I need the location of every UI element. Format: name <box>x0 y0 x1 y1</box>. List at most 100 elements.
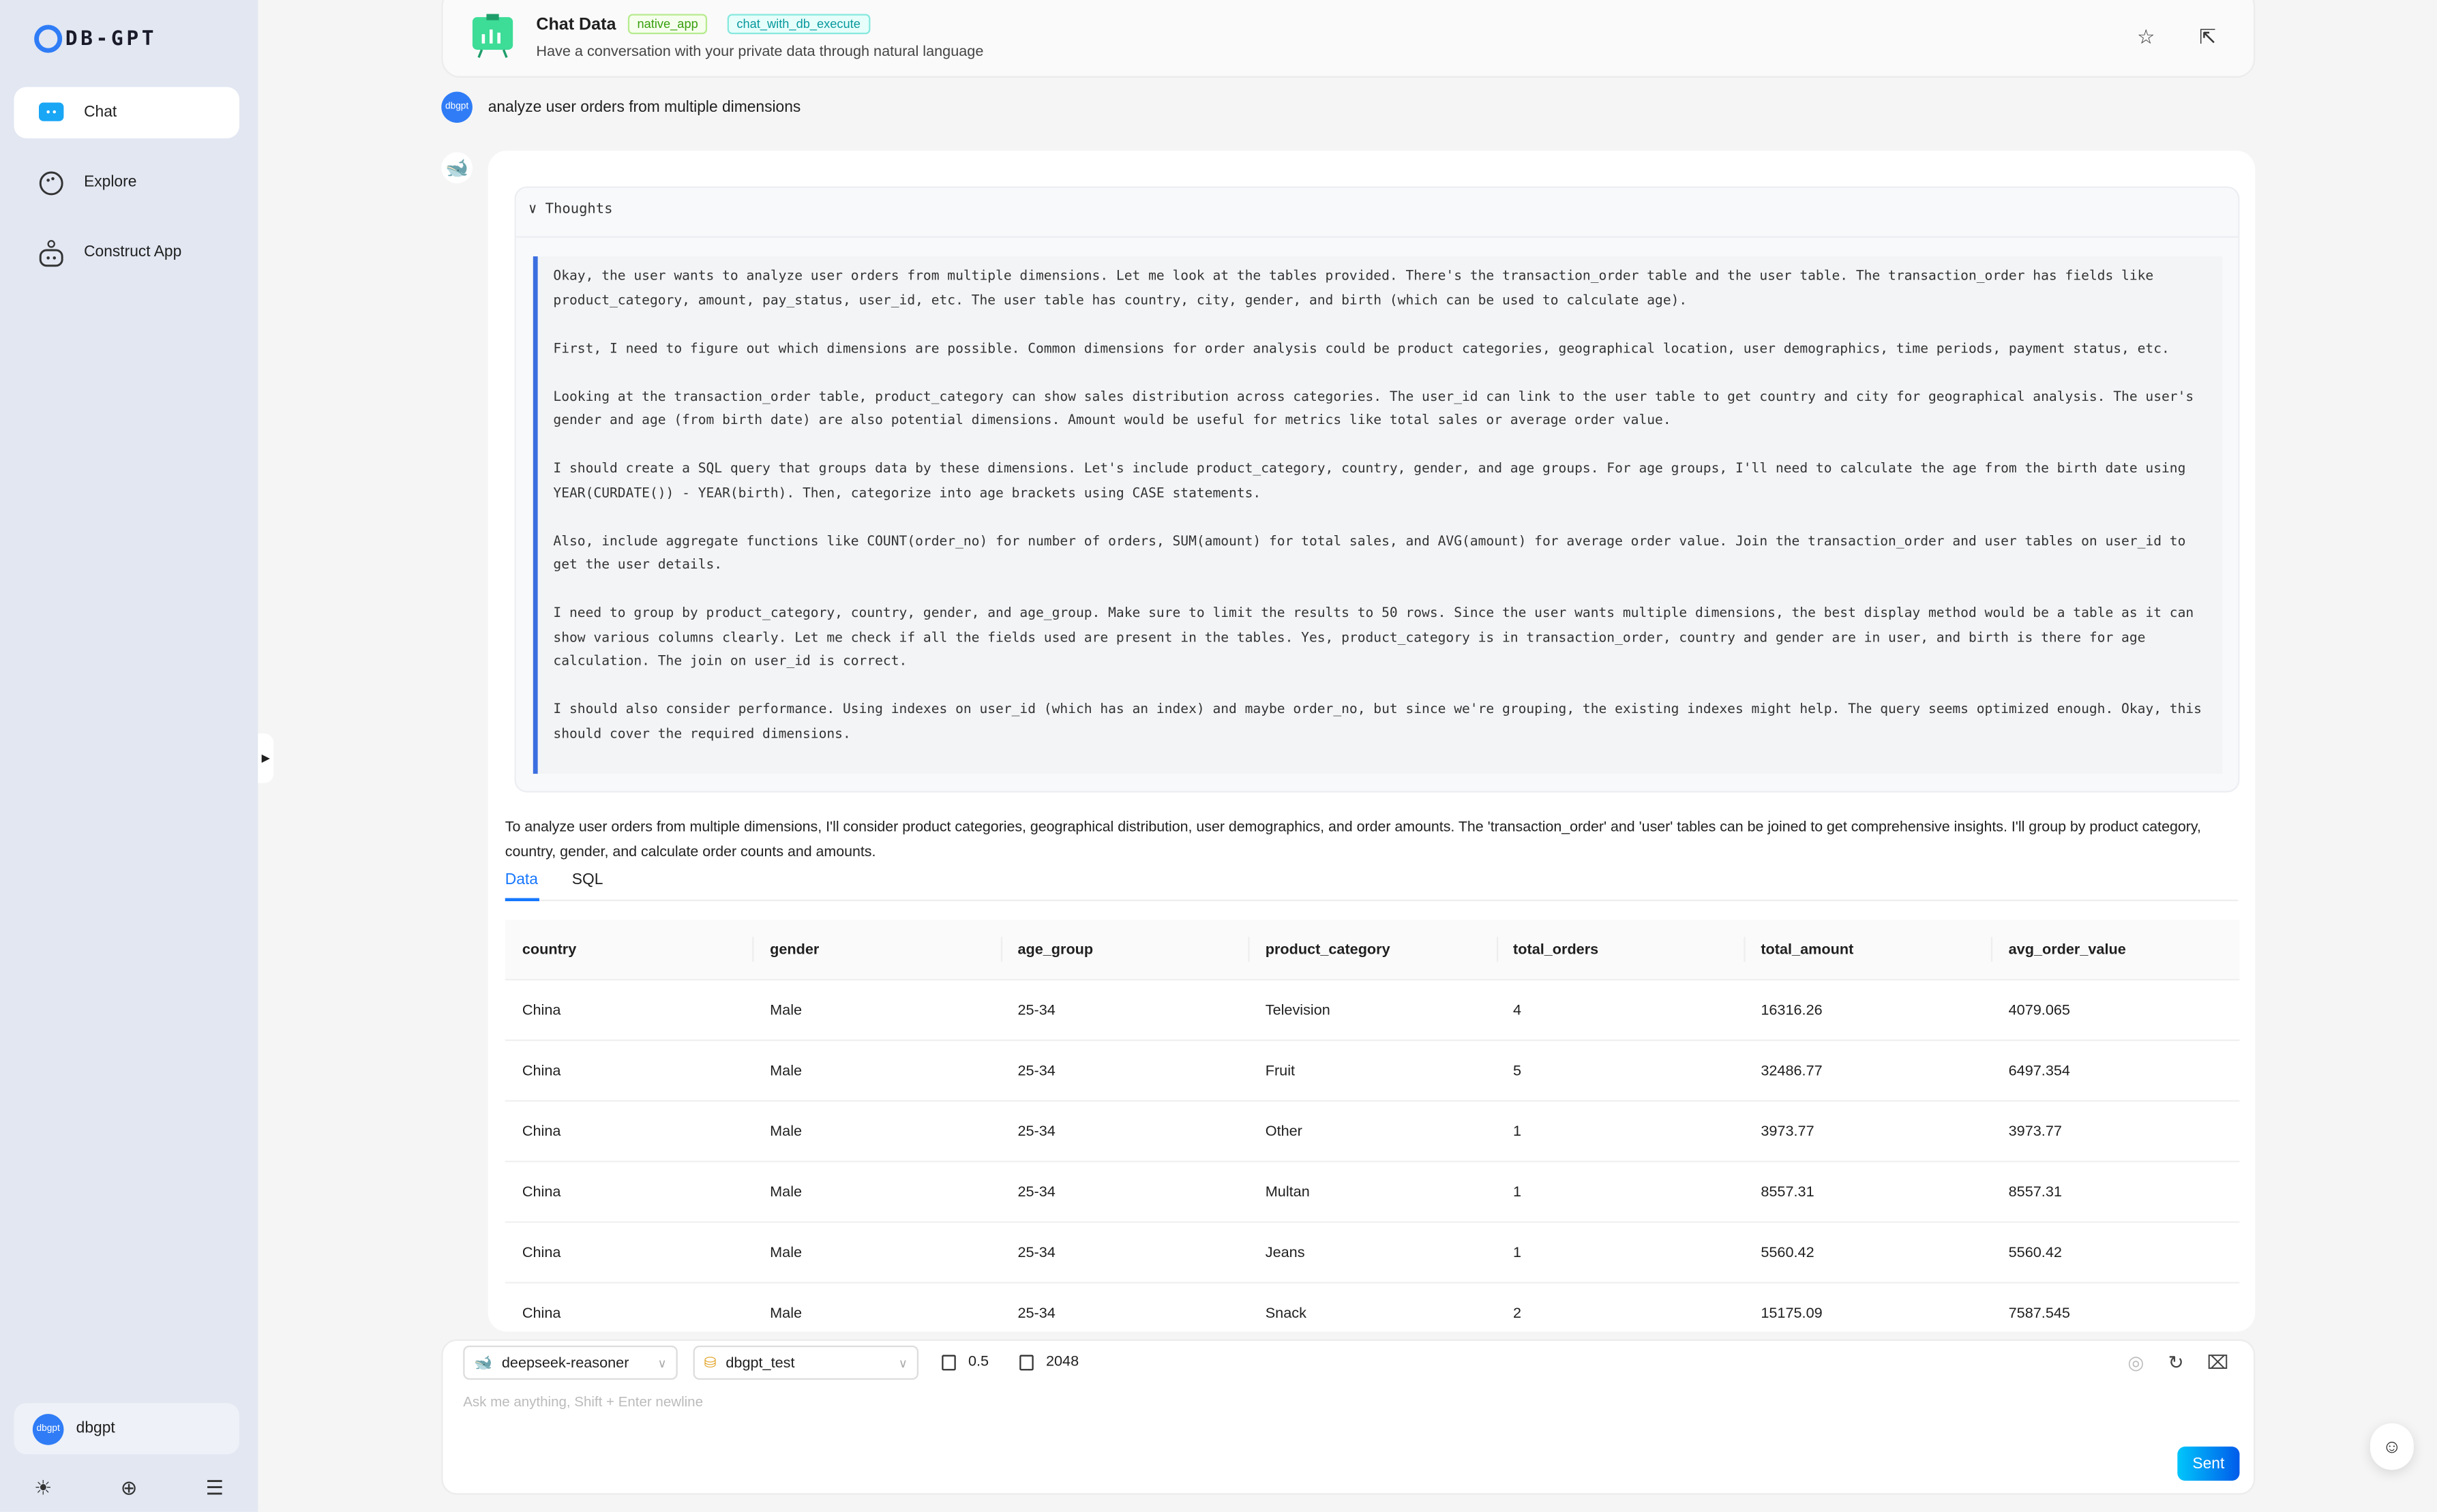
robot-icon <box>38 239 65 267</box>
thought-paragraph: Also, include aggregate functions like C… <box>553 533 2186 574</box>
chart-board-icon <box>469 12 515 59</box>
send-button[interactable]: Sent <box>2177 1447 2240 1481</box>
table-row: China Male 25-34 Television 4 16316.26 4079.06… <box>505 980 2240 1042</box>
thoughts-content: Okay, the user wants to analyze user ord… <box>533 256 2223 774</box>
table-cell: 25-34 <box>1017 1243 1056 1261</box>
chat-icon <box>38 99 65 127</box>
table-cell: China <box>522 1304 561 1322</box>
star-icon[interactable]: ☆ <box>2137 25 2155 48</box>
table-cell: 6497.354 <box>2008 1061 2070 1079</box>
globe-icon[interactable]: ⊕ <box>120 1476 138 1500</box>
table-cell: 1 <box>1513 1243 1522 1261</box>
table-row: China Male 25-34 Fruit 5 32486.77 6497.354 <box>505 1041 2240 1102</box>
user-avatar: dbgpt <box>441 91 473 123</box>
caret-right-icon: ▶ <box>261 753 270 765</box>
page-title: Chat Data <box>536 15 616 35</box>
table-header-row: country gender age_group product_category to… <box>505 920 2240 981</box>
column-header: product_category <box>1248 936 1496 961</box>
table-cell: 4079.065 <box>2008 1001 2070 1019</box>
tag-native-app: native_app <box>627 14 708 35</box>
smile-icon[interactable]: ☺ <box>2369 1423 2414 1470</box>
thought-paragraph: Looking at the transaction_order table, … <box>553 389 2194 429</box>
table-cell: Television <box>1265 1001 1330 1019</box>
sidebar-item-chat[interactable]: Chat <box>14 87 240 138</box>
deepseek-icon: 🐋 <box>441 152 473 183</box>
column-header: age_group <box>1000 936 1248 961</box>
sidebar-toggle-button[interactable]: ▶ <box>258 733 274 783</box>
chat-input[interactable]: Ask me anything, Shift + Enter newline <box>463 1393 704 1410</box>
table-cell: Male <box>770 1183 803 1200</box>
chevron-down-icon: ∨ <box>657 1355 667 1370</box>
table-cell: 25-34 <box>1017 1122 1056 1140</box>
table-cell: Male <box>770 1304 803 1322</box>
thought-paragraph: I should create a SQL query that groups … <box>553 461 2186 502</box>
table-cell: 25-34 <box>1017 1061 1056 1079</box>
tab-data[interactable]: Data <box>505 871 538 889</box>
tabs-divider <box>505 899 2239 901</box>
table-cell: Male <box>770 1243 803 1261</box>
table-cell: 3973.77 <box>2008 1122 2062 1140</box>
database-icon: ⛁ <box>704 1354 717 1372</box>
clear-icon[interactable]: ⌧ <box>2207 1351 2229 1374</box>
column-header: total_amount <box>1744 936 1991 961</box>
table-cell: 16316.26 <box>1761 1001 1823 1019</box>
table-cell: China <box>522 1243 561 1261</box>
thought-paragraph: Okay, the user wants to analyze user ord… <box>553 269 2154 309</box>
table-cell: 4 <box>1513 1001 1522 1019</box>
table-cell: 1 <box>1513 1122 1522 1140</box>
table-row: China Male 25-34 Other 1 3973.77 3973.77 <box>505 1102 2240 1162</box>
max-tokens-control[interactable]: 2048 <box>1019 1353 1079 1370</box>
table-cell: Male <box>770 1061 803 1079</box>
thought-paragraph: First, I need to figure out which dimens… <box>553 341 2170 357</box>
table-cell: 8557.31 <box>1761 1183 1814 1200</box>
logo-icon <box>34 25 63 53</box>
sidebar-footer: ☀ ⊕ ☰ <box>0 1476 258 1500</box>
table-cell: 25-34 <box>1017 1304 1056 1322</box>
table-cell: China <box>522 1122 561 1140</box>
table-cell: 5560.42 <box>2008 1243 2062 1261</box>
database-select[interactable]: ⛁ dbgpt_test ∨ <box>693 1345 919 1380</box>
table-cell: Snack <box>1265 1304 1306 1322</box>
app-header <box>441 0 2256 78</box>
table-cell: Fruit <box>1265 1061 1296 1079</box>
table-row: China Male 25-34 Snack 2 15175.09 7587.545 <box>505 1284 2240 1344</box>
user-message: analyze user orders from multiple dimens… <box>488 99 801 117</box>
thoughts-toggle[interactable]: ∨ Thoughts <box>528 202 613 218</box>
deepseek-icon: 🐋 <box>474 1354 493 1372</box>
table-cell: Other <box>1265 1122 1302 1140</box>
menu-fold-icon[interactable]: ☰ <box>205 1476 224 1500</box>
temperature-control[interactable]: 0.5 <box>942 1353 989 1370</box>
divider <box>514 236 2240 238</box>
sidebar-item-construct-app[interactable]: Construct App <box>14 227 239 278</box>
explore-icon <box>38 168 65 196</box>
table-cell: Male <box>770 1001 803 1019</box>
tab-sql[interactable]: SQL <box>571 871 603 889</box>
table-cell: Jeans <box>1265 1243 1305 1261</box>
refresh-icon[interactable]: ↻ <box>2168 1351 2184 1374</box>
sun-icon[interactable]: ☀ <box>34 1476 53 1500</box>
model-select[interactable]: 🐋 deepseek-reasoner ∨ <box>463 1345 678 1380</box>
tokens-icon <box>1019 1354 1034 1370</box>
tag-chat-with-db-execute: chat_with_db_execute <box>727 14 870 35</box>
chat-input-panel <box>441 1339 2256 1495</box>
user-profile[interactable]: dbgpt dbgpt <box>14 1403 240 1455</box>
pause-icon[interactable]: ◎ <box>2127 1351 2144 1374</box>
table-cell: 3973.77 <box>1761 1122 1814 1140</box>
answer-summary: To analyze user orders from multiple dim… <box>505 817 2201 859</box>
tab-active-indicator <box>505 898 539 901</box>
table-cell: Multan <box>1265 1183 1310 1200</box>
table-cell: China <box>522 1183 561 1200</box>
page-subtitle: Have a conversation with your private da… <box>536 43 984 61</box>
table-cell: 1 <box>1513 1183 1522 1200</box>
column-header: gender <box>753 936 1000 961</box>
avatar: dbgpt <box>32 1413 64 1445</box>
table-cell: 25-34 <box>1017 1183 1056 1200</box>
table-cell: 15175.09 <box>1761 1304 1823 1322</box>
chevron-down-icon: ∨ <box>528 202 545 218</box>
table-cell: 25-34 <box>1017 1001 1056 1019</box>
sidebar-item-explore[interactable]: Explore <box>14 157 239 208</box>
table-cell: 7587.545 <box>2008 1304 2070 1322</box>
share-icon[interactable]: ⇱ <box>2199 25 2217 48</box>
table-row: China Male 25-34 Jeans 1 5560.42 5560.42 <box>505 1223 2240 1284</box>
logo: DB-GPT <box>34 25 157 53</box>
